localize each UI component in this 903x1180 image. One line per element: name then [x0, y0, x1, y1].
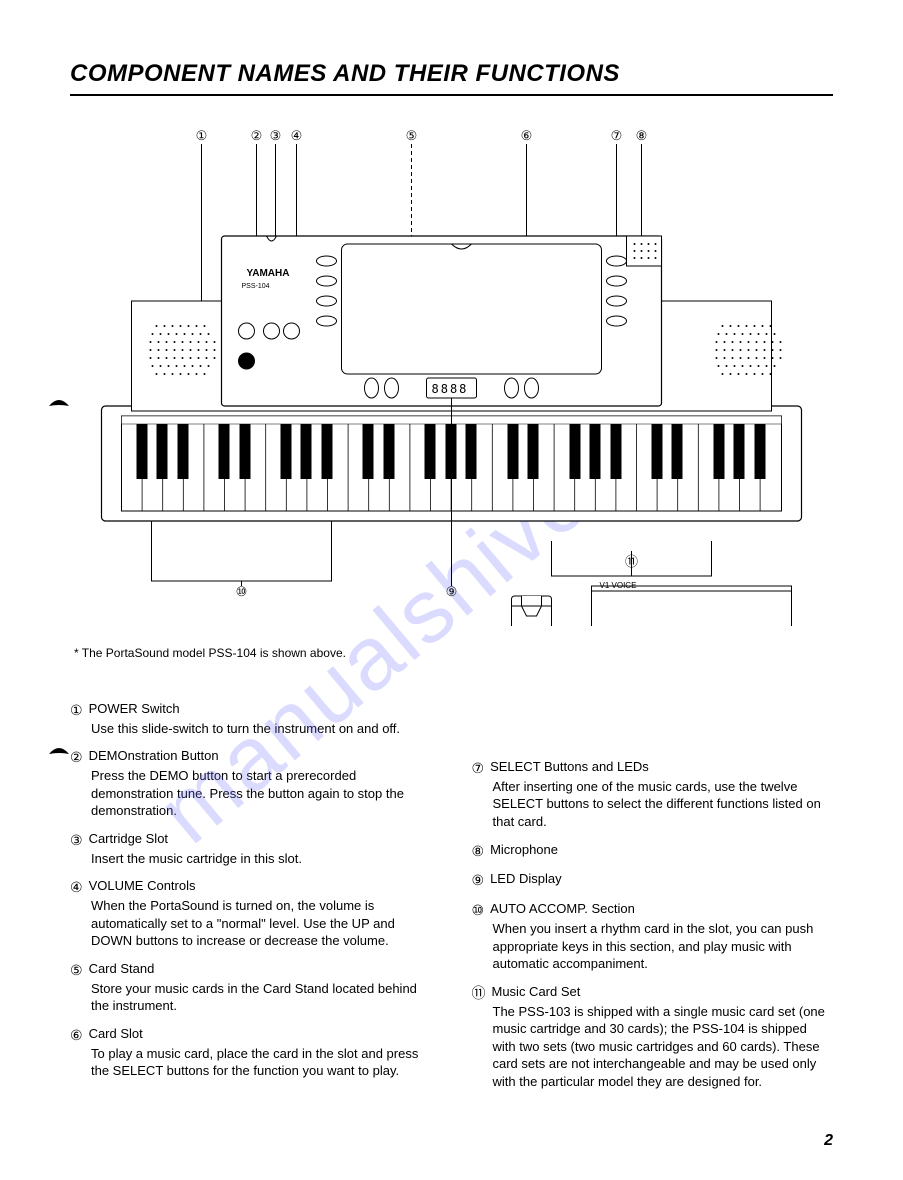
item-title: DEMOnstration Button: [89, 747, 219, 765]
item-num: ③: [70, 831, 83, 850]
page-curl-icon: [48, 746, 70, 758]
left-column: ① POWER Switch Use this slide-switch to tu…: [70, 700, 432, 1100]
item-title: POWER Switch: [89, 700, 180, 718]
music-card-icon: V1 VOICE: [592, 581, 792, 626]
callout-8: ⑧: [636, 128, 648, 143]
callout-5: ⑤: [406, 128, 418, 143]
item-num: ⑪: [472, 984, 486, 1003]
card-label: V1 VOICE: [600, 581, 637, 590]
cartridge-icon: [512, 596, 552, 626]
callout-3: ③: [270, 128, 282, 143]
item-body: When you insert a rhythm card in the slo…: [493, 920, 834, 973]
item-body: Use this slide-switch to turn the instru…: [91, 720, 432, 738]
item-title: Microphone: [490, 841, 558, 859]
page-number: 2: [824, 1132, 833, 1150]
callout-1: ①: [196, 128, 208, 143]
brand-label: YAMAHA: [247, 268, 290, 279]
item-num: ⑩: [472, 901, 485, 920]
item-num: ②: [70, 748, 83, 767]
callout-4: ④: [291, 128, 303, 143]
description-columns: ① POWER Switch Use this slide-switch to tu…: [70, 700, 833, 1100]
item-num: ①: [70, 701, 83, 720]
item-title: Cartridge Slot: [89, 830, 168, 848]
item-title: LED Display: [490, 870, 562, 888]
item-title: Card Stand: [89, 960, 155, 978]
callout-10: ⑩: [236, 584, 248, 599]
callout-6: ⑥: [521, 128, 533, 143]
item-body: After inserting one of the music cards, …: [493, 778, 834, 831]
page-curl-icon: [48, 398, 70, 410]
item-title: AUTO ACCOMP. Section: [490, 900, 635, 918]
item-body: When the PortaSound is turned on, the vo…: [91, 897, 432, 950]
item-title: SELECT Buttons and LEDs: [490, 758, 649, 776]
item-num: ⑥: [70, 1026, 83, 1045]
speaker-left: [140, 308, 222, 390]
item-num: ⑧: [472, 842, 485, 861]
item-num: ⑤: [70, 961, 83, 980]
keyboard-diagram: ① ② ③ ④ ⑤ ⑥ ⑦ ⑧: [70, 126, 833, 626]
callout-7: ⑦: [611, 128, 623, 143]
item-title: Card Slot: [89, 1025, 143, 1043]
item-body: To play a music card, place the card in …: [91, 1045, 432, 1080]
model-label: PSS-104: [242, 283, 270, 290]
item-body: Store your music cards in the Card Stand…: [91, 980, 432, 1015]
callout-2: ②: [251, 128, 263, 143]
item-title: Music Card Set: [492, 983, 581, 1001]
item-body: The PSS-103 is shipped with a single mus…: [493, 1003, 834, 1091]
item-num: ⑦: [472, 759, 485, 778]
callout-9: ⑨: [446, 584, 458, 599]
item-num: ④: [70, 878, 83, 897]
item-body: Press the DEMO button to start a prereco…: [91, 767, 432, 820]
page-title: COMPONENT NAMES AND THEIR FUNCTIONS: [70, 60, 833, 96]
right-column: ⑦ SELECT Buttons and LEDs After inserting …: [472, 700, 834, 1100]
item-num: ⑨: [472, 871, 485, 890]
item-title: VOLUME Controls: [89, 877, 196, 895]
diagram-footnote: * The PortaSound model PSS-104 is shown …: [74, 646, 833, 660]
led-display: 8888: [432, 382, 469, 396]
item-body: Insert the music cartridge in this slot.: [91, 850, 432, 868]
